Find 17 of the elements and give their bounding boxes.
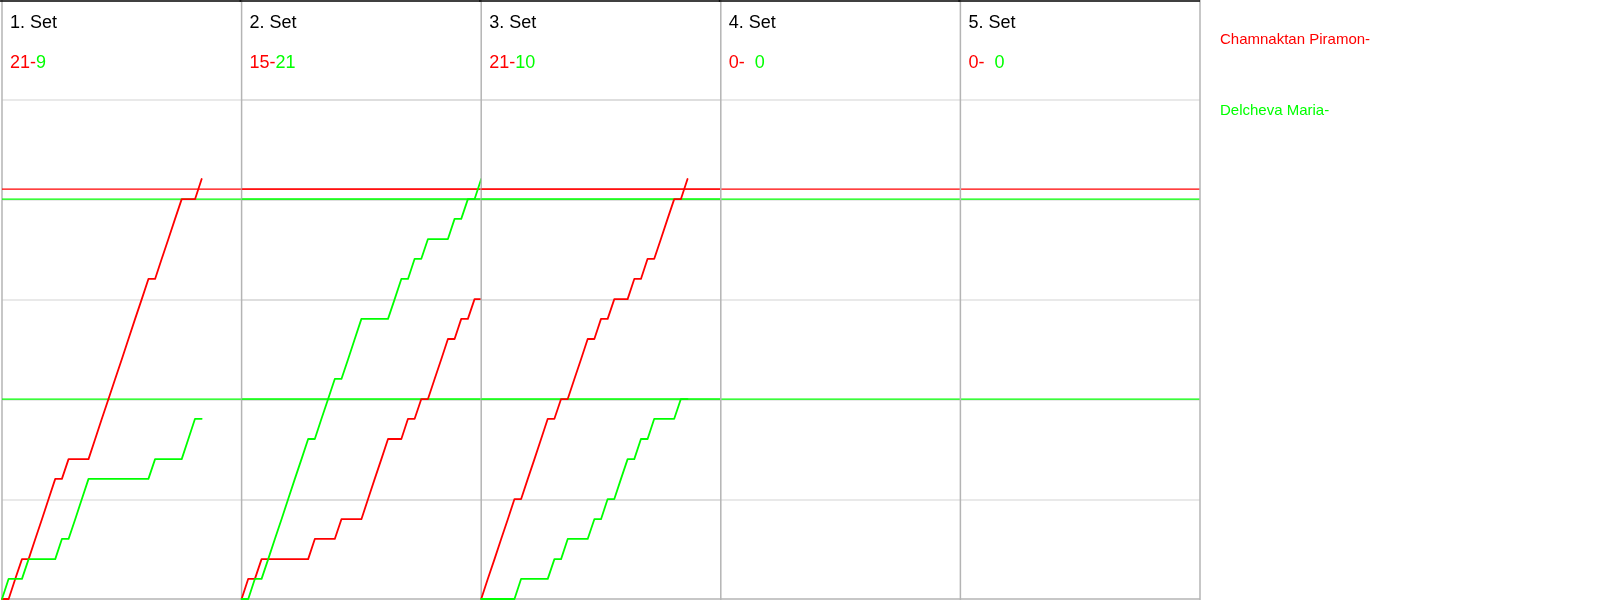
text: 10 (515, 52, 536, 72)
text: Chamnaktan Piramon- (1220, 30, 1371, 47)
chart-title: 3. Set (489, 12, 537, 32)
text: 21- (489, 52, 516, 72)
text: 9 (36, 52, 47, 72)
chart-title: 2. Set (249, 12, 297, 32)
text: 0 (994, 52, 1005, 72)
text: 0- (728, 52, 745, 72)
text: 0 (754, 52, 765, 72)
text: 21 (275, 52, 296, 72)
text: 0- (968, 52, 985, 72)
text: Delcheva Maria- (1220, 101, 1330, 118)
chart-title: 1. Set (10, 12, 58, 32)
text: 15- (249, 52, 276, 72)
text: 4. Set (728, 12, 776, 32)
text: 5. Set (968, 12, 1016, 32)
text: 21- (10, 52, 37, 72)
